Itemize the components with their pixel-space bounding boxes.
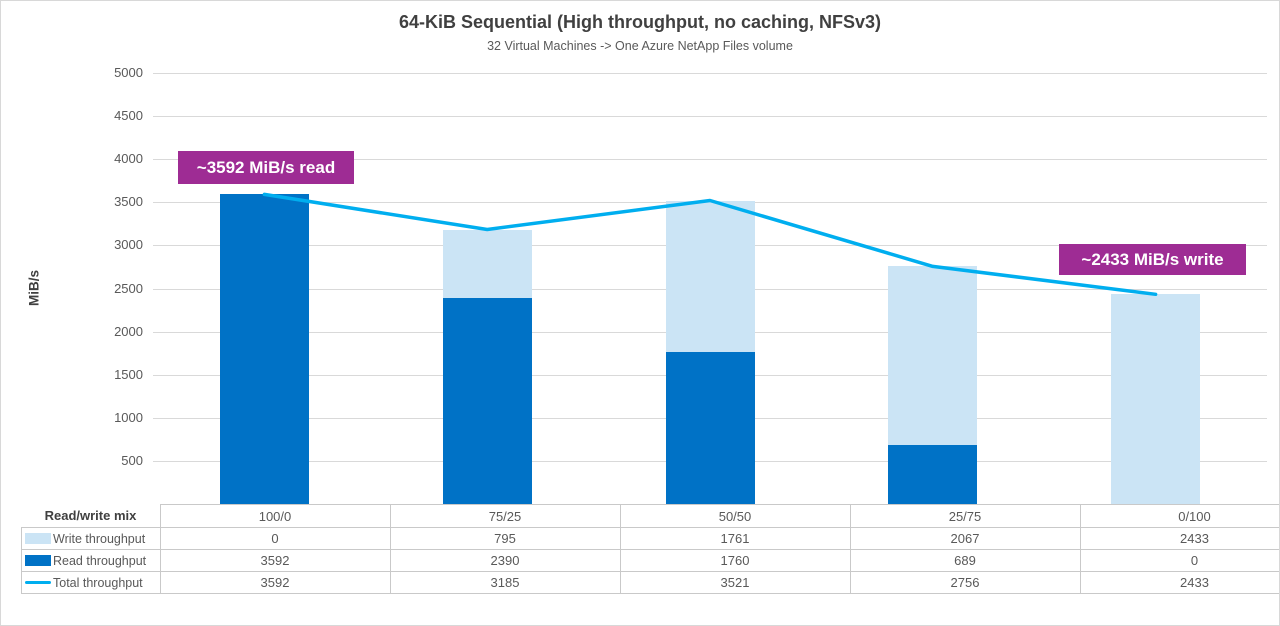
table-header-row: Read/write mix 100/0 75/25 50/50 25/75 0/100 [21,504,1279,528]
bar-segment-write-throughput [888,266,978,445]
y-tick-label: 1500 [114,366,143,382]
legend-entry: Write throughput [25,532,157,546]
data-table: Read/write mix 100/0 75/25 50/50 25/75 0/100 W… [21,504,1279,594]
y-tick-label: 500 [121,452,143,468]
category-cell: 50/50 [619,504,851,528]
value-cell: 2756 [849,571,1081,594]
value-cell: 3592 [159,549,391,572]
category-cell: 75/25 [389,504,621,528]
bar-segment-read-throughput [888,444,978,504]
y-tick-label: 1000 [114,409,143,425]
value-cell: 2390 [389,549,621,572]
value-cell: 0 [1079,549,1279,572]
bar-segment-read-throughput [442,298,532,504]
category-cell: 25/75 [849,504,1081,528]
grid-line [153,116,1267,118]
legend-label: Read throughput [53,553,147,568]
annotation-callout: ~2433 MiB/s write [1059,244,1246,275]
value-cell: 689 [849,549,1081,572]
value-cell: 1760 [619,549,851,572]
value-cell: 2433 [1079,527,1279,550]
annotation-callout: ~3592 MiB/s read [178,151,354,184]
bar-segment-read-throughput [665,352,755,504]
category-cell: 100/0 [159,504,391,528]
y-tick-label: 5000 [114,65,143,80]
value-cell: 2067 [849,527,1081,550]
bar-segment-write-throughput [1111,294,1201,504]
value-cell: 0 [159,527,391,550]
value-cell: 3592 [159,571,391,594]
table-row: Write throughput 0 795 1761 2067 2433 [21,527,1279,550]
legend-cell-read-throughput: Read throughput [21,549,161,572]
value-cell: 1761 [619,527,851,550]
bar-segment-write-throughput [442,229,532,298]
legend-cell-total-throughput: Total throughput [21,571,161,594]
y-tick-label: 3500 [114,194,143,210]
chart-subtitle: 32 Virtual Machines -> One Azure NetApp … [487,39,793,53]
y-tick-label: 2500 [114,280,143,296]
legend-cell-write-throughput: Write throughput [21,527,161,550]
legend-label: Write throughput [53,531,146,546]
y-tick-label: 4000 [114,151,143,167]
legend-color-swatch [25,555,51,566]
value-cell: 3185 [389,571,621,594]
grid-line [153,73,1267,74]
table-row: Read throughput 3592 2390 1760 689 0 [21,549,1279,572]
value-cell: 795 [389,527,621,550]
y-tick-label: 4500 [114,108,143,124]
row-label-read-write-mix: Read/write mix [21,504,161,528]
chart-title: 64-KiB Sequential (High throughput, no c… [398,12,881,32]
legend-label: Total throughput [53,575,143,590]
y-axis-title: MiB/s [26,269,42,307]
legend-color-swatch [25,533,51,544]
legend-entry: Total throughput [25,576,157,590]
legend-line-swatch [25,580,51,585]
legend-entry: Read throughput [25,554,157,568]
value-cell: 2433 [1079,571,1279,594]
bar-segment-read-throughput [219,194,309,504]
bar-segment-write-throughput [665,200,755,353]
grid-line [153,159,1267,161]
y-tick-label: 3000 [114,237,143,253]
table-row: Total throughput 3592 3185 3521 2756 2433 [21,571,1279,594]
y-tick-label: 2000 [114,323,143,339]
category-cell: 0/100 [1079,504,1279,528]
value-cell: 3521 [619,571,851,594]
